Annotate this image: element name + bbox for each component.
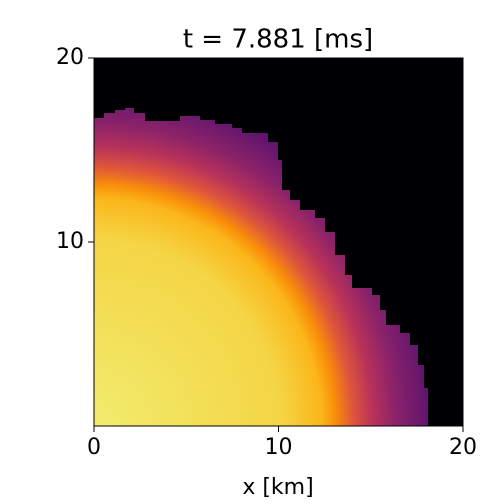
y-tick-label: 20 bbox=[56, 45, 84, 70]
x-axis-label: x [km] bbox=[242, 475, 313, 500]
chart-title: t = 7.881 [ms] bbox=[183, 25, 373, 55]
x-tick-label: 20 bbox=[449, 435, 477, 460]
y-tick-label: 10 bbox=[56, 229, 84, 254]
x-tick-label: 10 bbox=[265, 435, 293, 460]
heatmap-field bbox=[94, 108, 428, 426]
x-tick-label: 0 bbox=[87, 435, 101, 460]
